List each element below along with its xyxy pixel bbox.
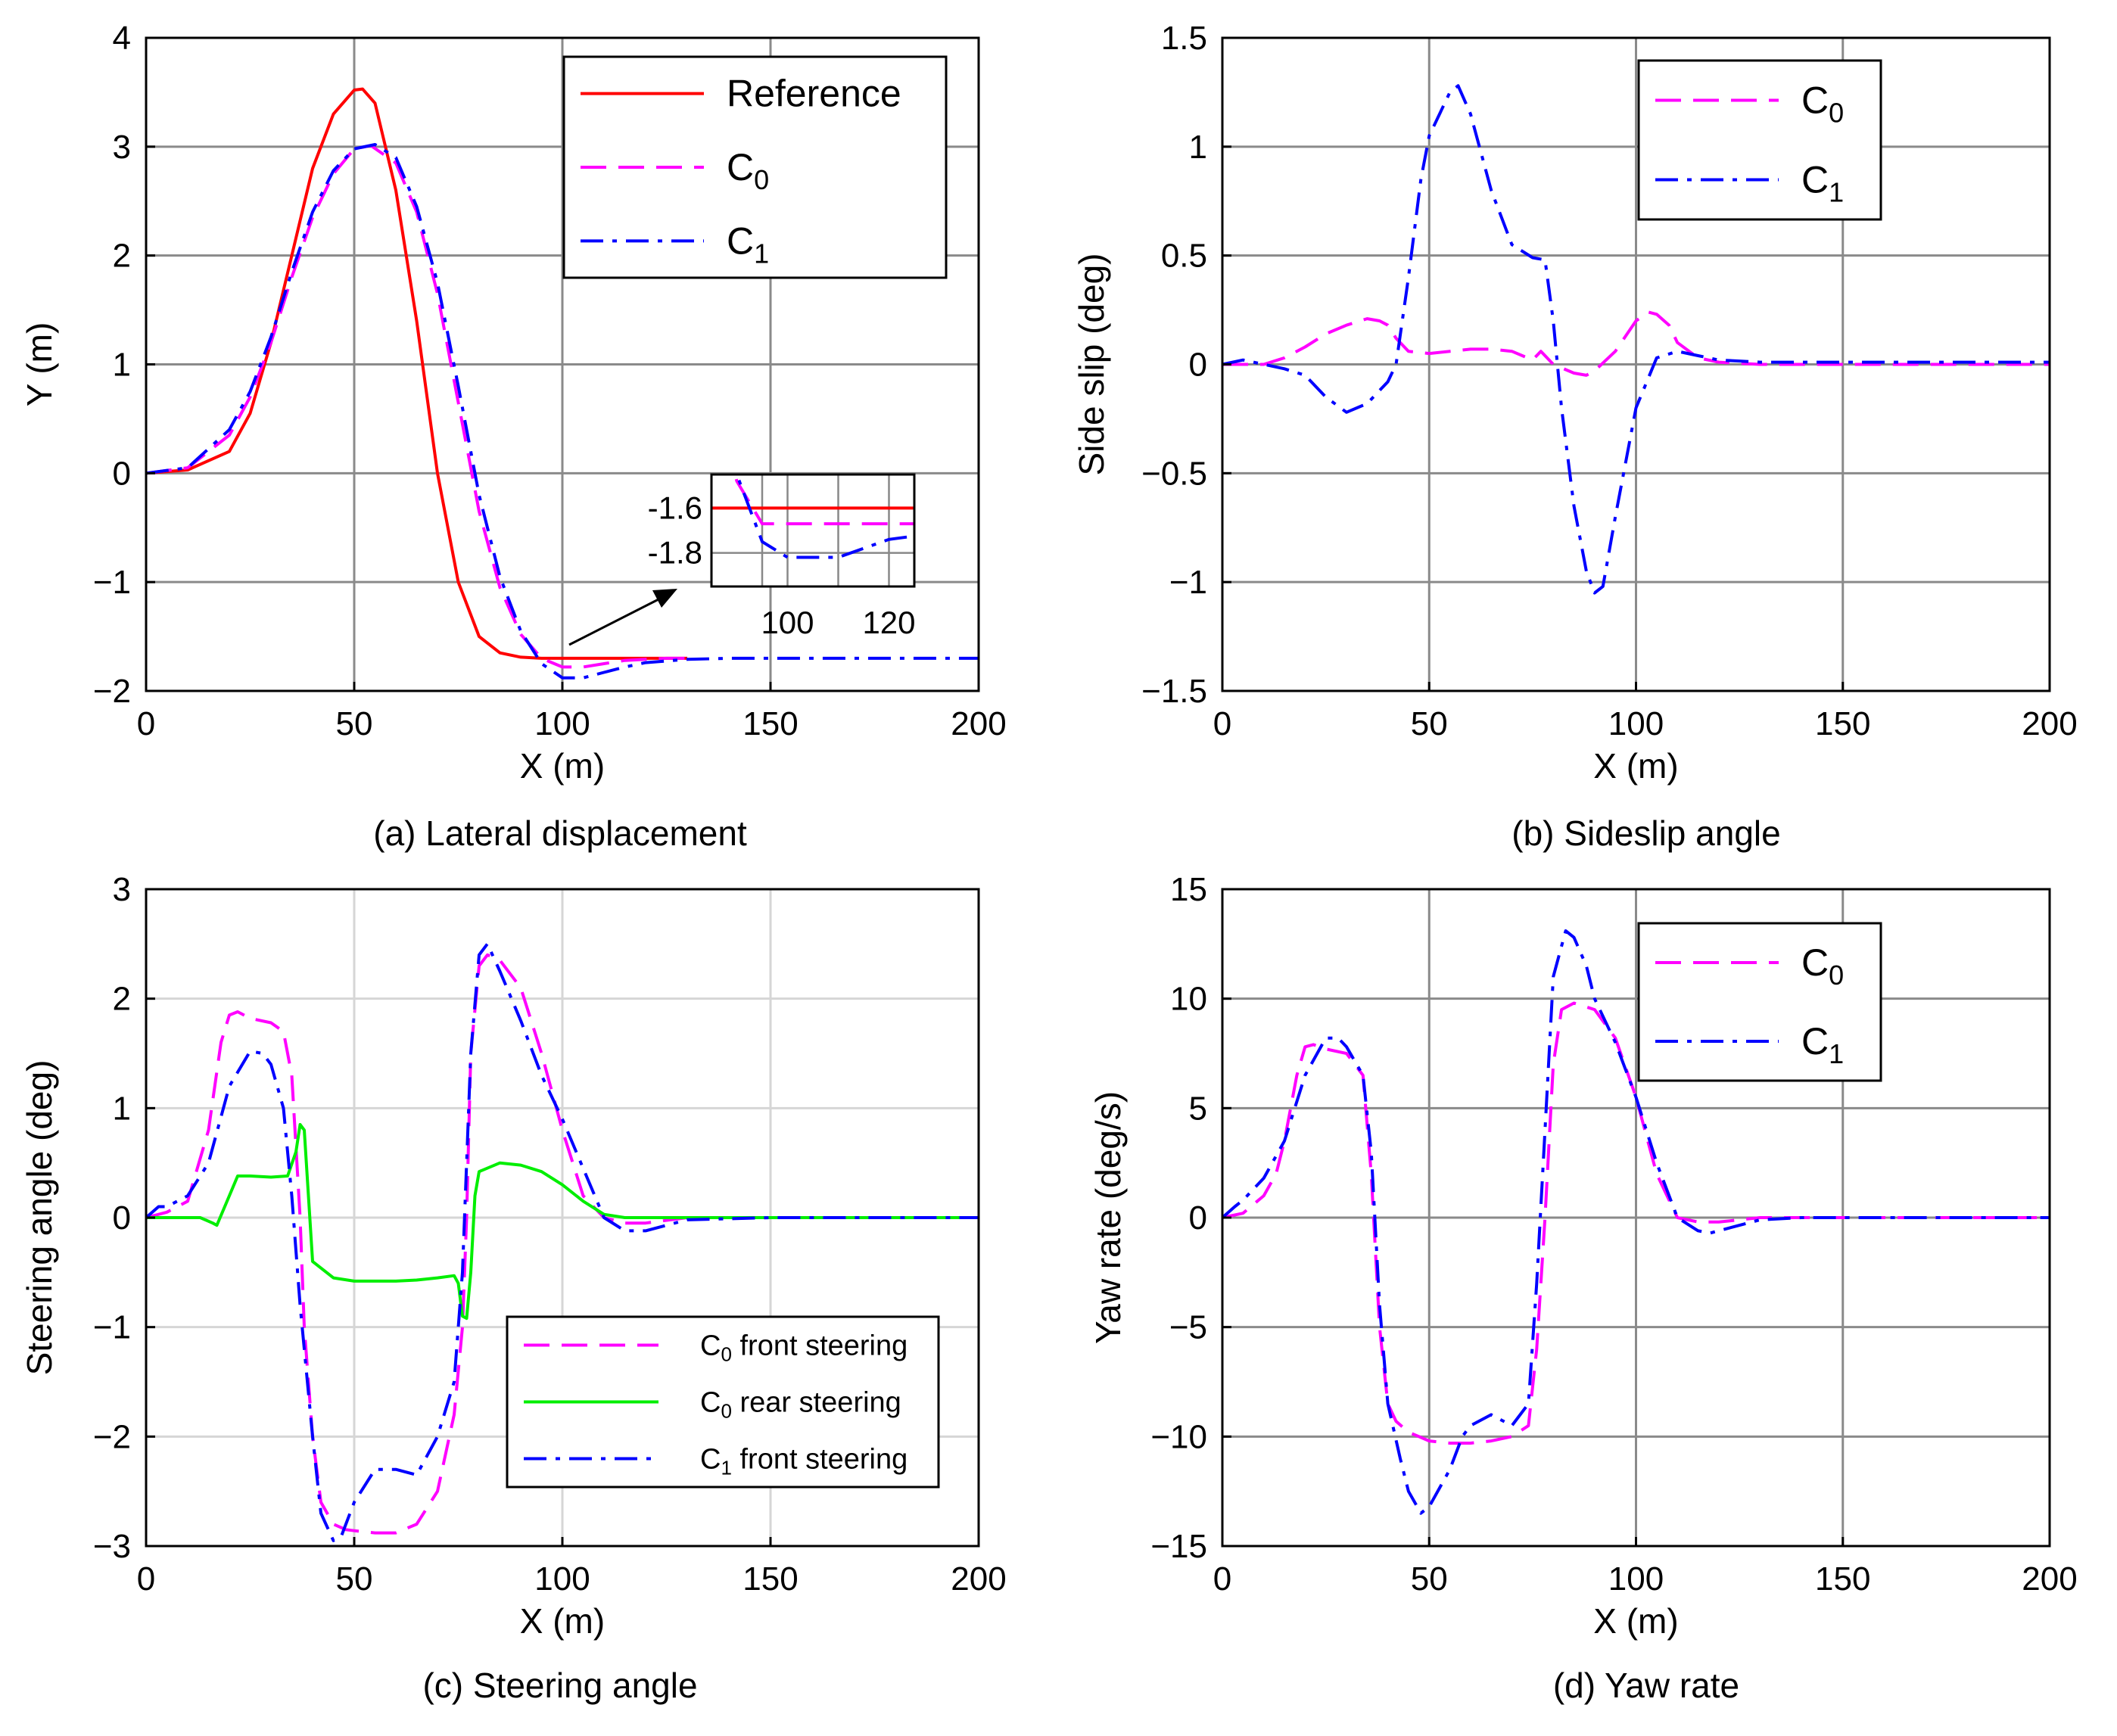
y-tick-label: −1: [93, 1309, 131, 1346]
y-tick-label: −1.5: [1141, 673, 1207, 710]
y-tick-label: 5: [1189, 1090, 1207, 1127]
x-axis-label: X (m): [1593, 1601, 1678, 1641]
zoom-arrow-head: [652, 589, 677, 608]
series-line-c0: [1222, 310, 2050, 377]
y-tick-label: 2: [113, 981, 131, 1018]
y-tick-label: 1: [113, 347, 131, 384]
caption-c: (c) Steering angle: [422, 1666, 697, 1705]
y-tick-label: 0: [1189, 347, 1207, 384]
x-tick-label: 150: [743, 705, 798, 742]
y-tick-label: 15: [1170, 871, 1207, 908]
y-tick-label: −0.5: [1141, 455, 1207, 492]
x-tick-label: 200: [2022, 705, 2077, 742]
x-axis-label: X (m): [520, 1601, 605, 1641]
series-line-c1: [1221, 929, 2050, 1515]
x-axis-label: X (m): [520, 746, 605, 786]
y-tick-label: −10: [1150, 1418, 1207, 1455]
caption-d: (d) Yaw rate: [1553, 1666, 1739, 1705]
y-tick-label: 1.5: [1161, 20, 1207, 57]
y-axis-label: Steering angle (deg): [20, 1060, 59, 1376]
y-tick-label: 4: [113, 20, 131, 57]
y-tick-label: −3: [93, 1528, 131, 1565]
caption-a: (a) Lateral displacement: [373, 814, 747, 853]
series-line-c1-front-steering: [145, 942, 979, 1542]
x-tick-label: 200: [951, 705, 1006, 742]
inset-series-c0: [733, 474, 914, 526]
series-line-c1: [1222, 84, 2050, 595]
series-line-c0-front-steering: [145, 953, 979, 1535]
y-axis-label: Side slip (deg): [1072, 253, 1111, 475]
inset-x-tick-label: 100: [761, 605, 814, 640]
x-tick-label: 100: [1608, 705, 1664, 742]
y-tick-label: 0: [1189, 1199, 1207, 1237]
legend-label: C0 front steering: [700, 1330, 908, 1366]
y-tick-label: −1: [93, 564, 131, 601]
panel-c-steering-angle: 0 50 100 150 200 −3 −2 −1 0 1 2 3 X (m) Steering angl…: [20, 871, 1007, 1641]
y-tick-label: 2: [113, 238, 131, 275]
x-tick-label: 200: [2022, 1560, 2077, 1598]
legend-label: C0 rear steering: [700, 1387, 901, 1423]
x-tick-label: 50: [336, 705, 373, 742]
panel-b-sideslip-angle: 0 50 100 150 200 −1.5 −1 −0.5 0 0.5 1 1.5 X (m) Side …: [1072, 20, 2078, 786]
series-line-reference: [145, 87, 687, 660]
inset-x-tick-label: 120: [862, 605, 915, 640]
panel-a-lateral-displacement: 0 50 100 150 200 −2 −1 0 1 2 3 4 X (m) Y (m) Reference…: [20, 20, 1007, 786]
x-tick-label: 0: [137, 1560, 155, 1598]
series-line-c0-rear-steering: [146, 1123, 979, 1321]
x-tick-label: 100: [534, 705, 590, 742]
y-tick-label: −5: [1169, 1309, 1207, 1346]
x-axis-label: X (m): [1593, 746, 1678, 786]
caption-b: (b) Sideslip angle: [1511, 814, 1780, 853]
inset-series-reference: [711, 506, 914, 510]
x-tick-label: 150: [743, 1560, 798, 1598]
series-line-c1: [145, 143, 979, 680]
panel-d-yaw-rate: 0 50 100 150 200 −15 −10 −5 0 5 10 15 X (m) Yaw rate …: [1088, 871, 2078, 1641]
y-tick-label: 1: [113, 1090, 131, 1127]
legend-label: Reference: [727, 73, 901, 115]
x-tick-label: 50: [336, 1560, 373, 1598]
x-tick-label: 50: [1411, 1560, 1448, 1598]
x-tick-label: 0: [1213, 705, 1231, 742]
legend: C0 front steering C0 rear steering C1 fron…: [506, 1315, 940, 1489]
x-tick-label: 150: [1815, 1560, 1870, 1598]
x-tick-label: 0: [1213, 1560, 1231, 1598]
x-tick-label: 50: [1411, 705, 1448, 742]
inset-zoom: -1.6 -1.8 100 120: [568, 473, 916, 646]
y-tick-label: 0.5: [1161, 238, 1207, 275]
y-tick-label: −15: [1150, 1528, 1207, 1565]
series-line-c0: [145, 144, 687, 669]
inset-y-tick-label: -1.8: [648, 535, 702, 571]
x-tick-label: 100: [1608, 1560, 1664, 1598]
y-axis-label: Yaw rate (deg/s): [1088, 1091, 1128, 1344]
y-tick-label: 3: [113, 871, 131, 908]
y-tick-label: 10: [1170, 981, 1207, 1018]
y-tick-label: −2: [93, 673, 131, 710]
y-tick-label: 1: [1189, 129, 1207, 166]
y-tick-label: −2: [93, 1418, 131, 1455]
x-tick-label: 100: [534, 1560, 590, 1598]
zoom-arrow-shaft: [568, 598, 659, 646]
y-tick-label: −1: [1169, 564, 1207, 601]
legend-label: C1: [1801, 159, 1844, 208]
y-tick-label: 0: [113, 1199, 131, 1237]
x-tick-label: 200: [951, 1560, 1006, 1598]
x-tick-label: 0: [137, 705, 155, 742]
inset-frame: [710, 473, 916, 588]
y-axis-label: Y (m): [20, 322, 59, 407]
x-tick-label: 150: [1815, 705, 1870, 742]
y-tick-label: 3: [113, 129, 131, 166]
y-tick-label: 0: [113, 455, 131, 492]
inset-y-tick-label: -1.6: [648, 490, 702, 525]
legend-label: C1 front steering: [700, 1444, 908, 1479]
